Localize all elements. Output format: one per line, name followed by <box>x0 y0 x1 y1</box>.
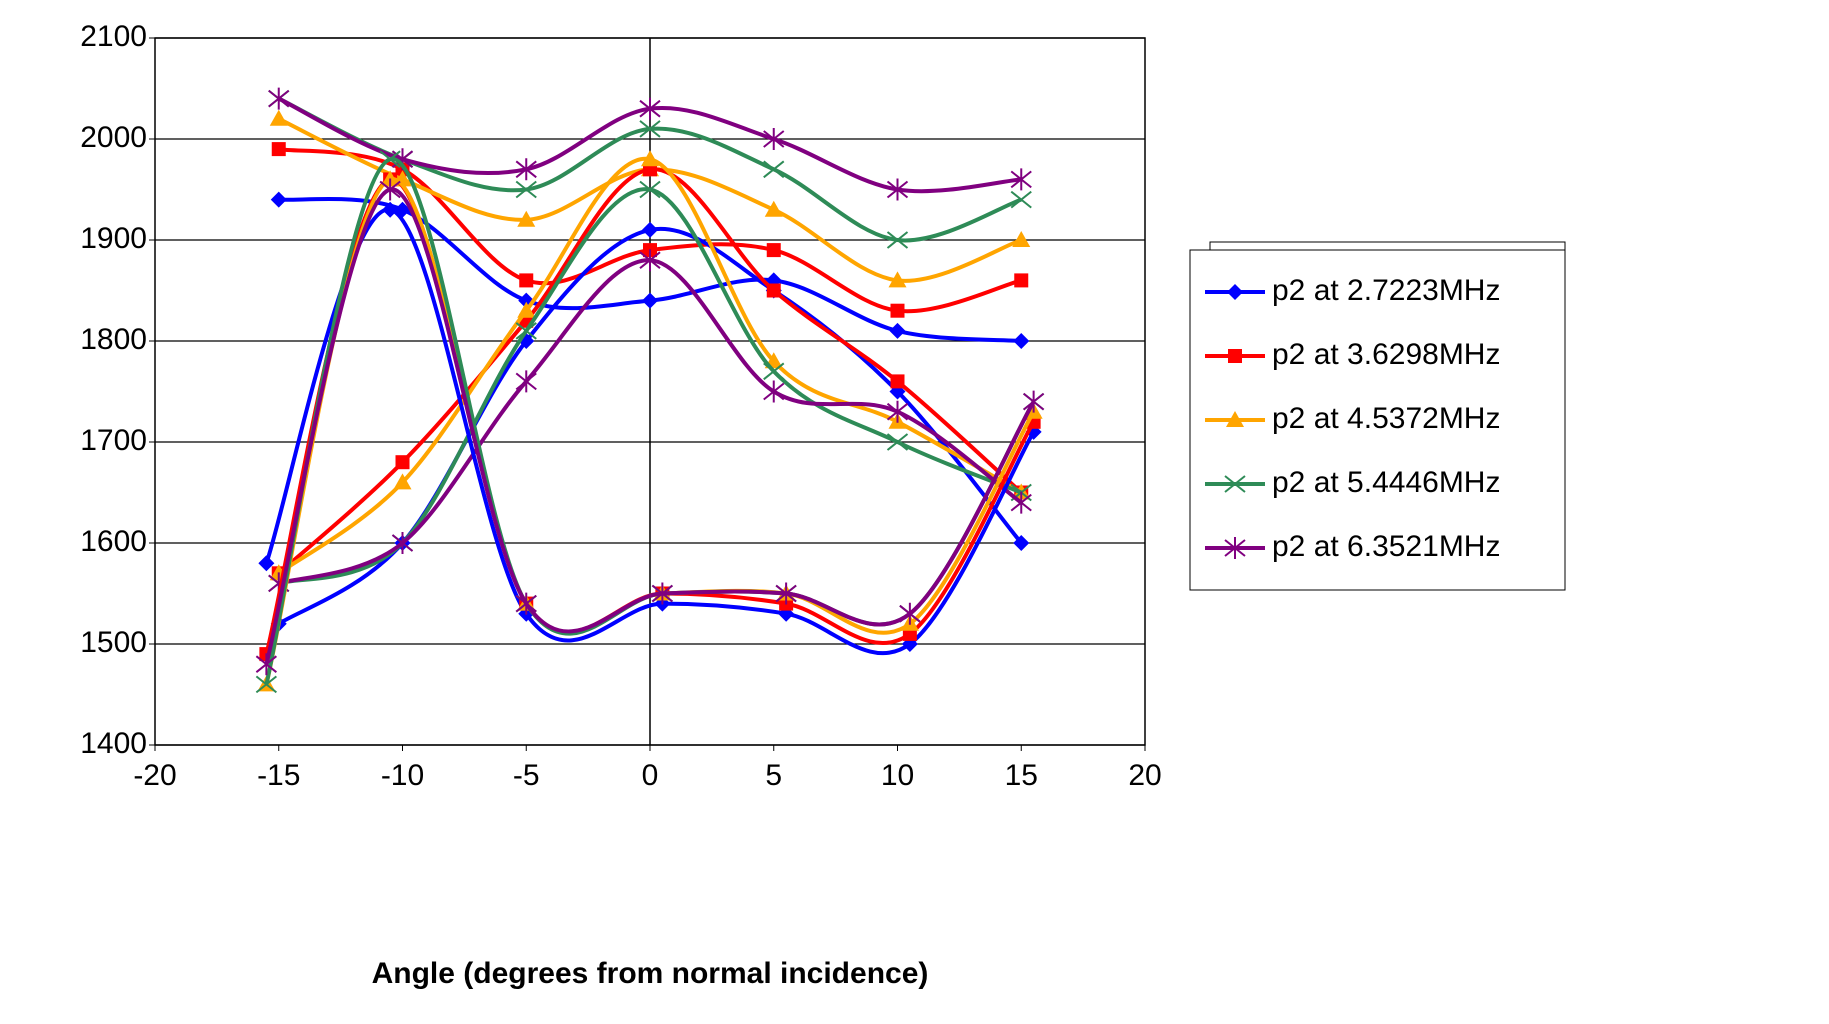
marker <box>899 602 921 625</box>
marker <box>889 322 906 339</box>
marker <box>775 582 797 605</box>
marker <box>639 97 661 120</box>
marker <box>395 455 410 470</box>
legend-label: p2 at 3.6298MHz <box>1272 338 1500 371</box>
y-tick-label: 1500 <box>80 626 147 659</box>
marker <box>515 370 537 393</box>
marker <box>255 653 277 676</box>
marker <box>269 109 288 126</box>
marker <box>642 292 658 309</box>
marker <box>258 555 275 572</box>
marker <box>268 87 290 110</box>
marker <box>517 210 536 227</box>
marker <box>515 158 537 181</box>
marker <box>1226 411 1244 427</box>
marker <box>641 150 659 167</box>
marker <box>763 380 785 403</box>
x-tick-label: 10 <box>881 759 914 792</box>
marker <box>515 592 537 615</box>
y-tick-label: 1900 <box>80 222 147 255</box>
marker <box>766 243 781 258</box>
x-tick-label: 5 <box>765 759 782 792</box>
marker <box>886 178 909 201</box>
marker <box>1013 535 1030 551</box>
marker <box>393 473 412 490</box>
x-tick-label: 0 <box>642 759 659 792</box>
marker <box>1224 537 1246 559</box>
x-tick-label: 15 <box>1005 759 1038 792</box>
marker <box>519 273 534 288</box>
marker <box>763 362 785 381</box>
marker <box>766 283 781 298</box>
legend-label: p2 at 4.5372MHz <box>1272 402 1500 435</box>
y-tick-label: 1800 <box>80 323 147 356</box>
marker <box>1023 390 1045 413</box>
legend-label: p2 at 2.7223MHz <box>1272 274 1500 307</box>
marker <box>639 120 661 138</box>
marker <box>763 160 785 179</box>
marker <box>764 200 783 217</box>
marker <box>639 249 661 272</box>
marker <box>639 180 661 199</box>
marker <box>1010 190 1032 209</box>
marker <box>1013 333 1030 349</box>
legend-label: p2 at 6.3521MHz <box>1272 530 1500 563</box>
marker <box>763 128 785 150</box>
marker <box>270 191 287 208</box>
marker <box>1228 349 1242 363</box>
marker <box>271 142 286 157</box>
marker <box>381 170 400 187</box>
marker <box>379 150 401 168</box>
marker <box>1012 231 1031 247</box>
marker <box>886 433 909 451</box>
y-tick-label: 1600 <box>80 525 147 558</box>
marker <box>651 582 673 605</box>
marker <box>642 221 658 238</box>
marker <box>1224 475 1246 493</box>
marker <box>888 271 907 288</box>
marker <box>890 374 905 389</box>
x-tick-label: -10 <box>381 759 424 792</box>
y-tick-label: 1400 <box>80 727 147 760</box>
marker <box>515 322 537 340</box>
marker <box>1014 273 1029 288</box>
y-tick-label: 2100 <box>80 20 147 53</box>
x-axis-label: Angle (degrees from normal incidence) <box>372 957 929 990</box>
y-tick-label: 1700 <box>80 424 147 457</box>
marker <box>382 201 399 218</box>
marker <box>391 532 414 554</box>
marker <box>255 675 277 694</box>
x-tick-label: -15 <box>257 759 300 792</box>
x-tick-label: 20 <box>1128 759 1161 792</box>
x-tick-label: -5 <box>513 759 540 792</box>
y-tick-label: 2000 <box>80 121 147 154</box>
marker <box>1227 284 1243 300</box>
marker <box>890 303 905 318</box>
marker <box>515 180 537 199</box>
marker <box>1010 491 1032 514</box>
marker <box>379 178 401 201</box>
marker <box>886 400 909 423</box>
legend: p2 at 2.7223MHz p2 at 3.6298MHz p2 at 4.53… <box>1189 241 1566 591</box>
marker <box>517 301 536 318</box>
x-tick-label: -20 <box>133 759 176 792</box>
legend-label: p2 at 5.4446MHz <box>1272 466 1500 499</box>
marker <box>1010 168 1032 191</box>
marker <box>886 231 909 249</box>
